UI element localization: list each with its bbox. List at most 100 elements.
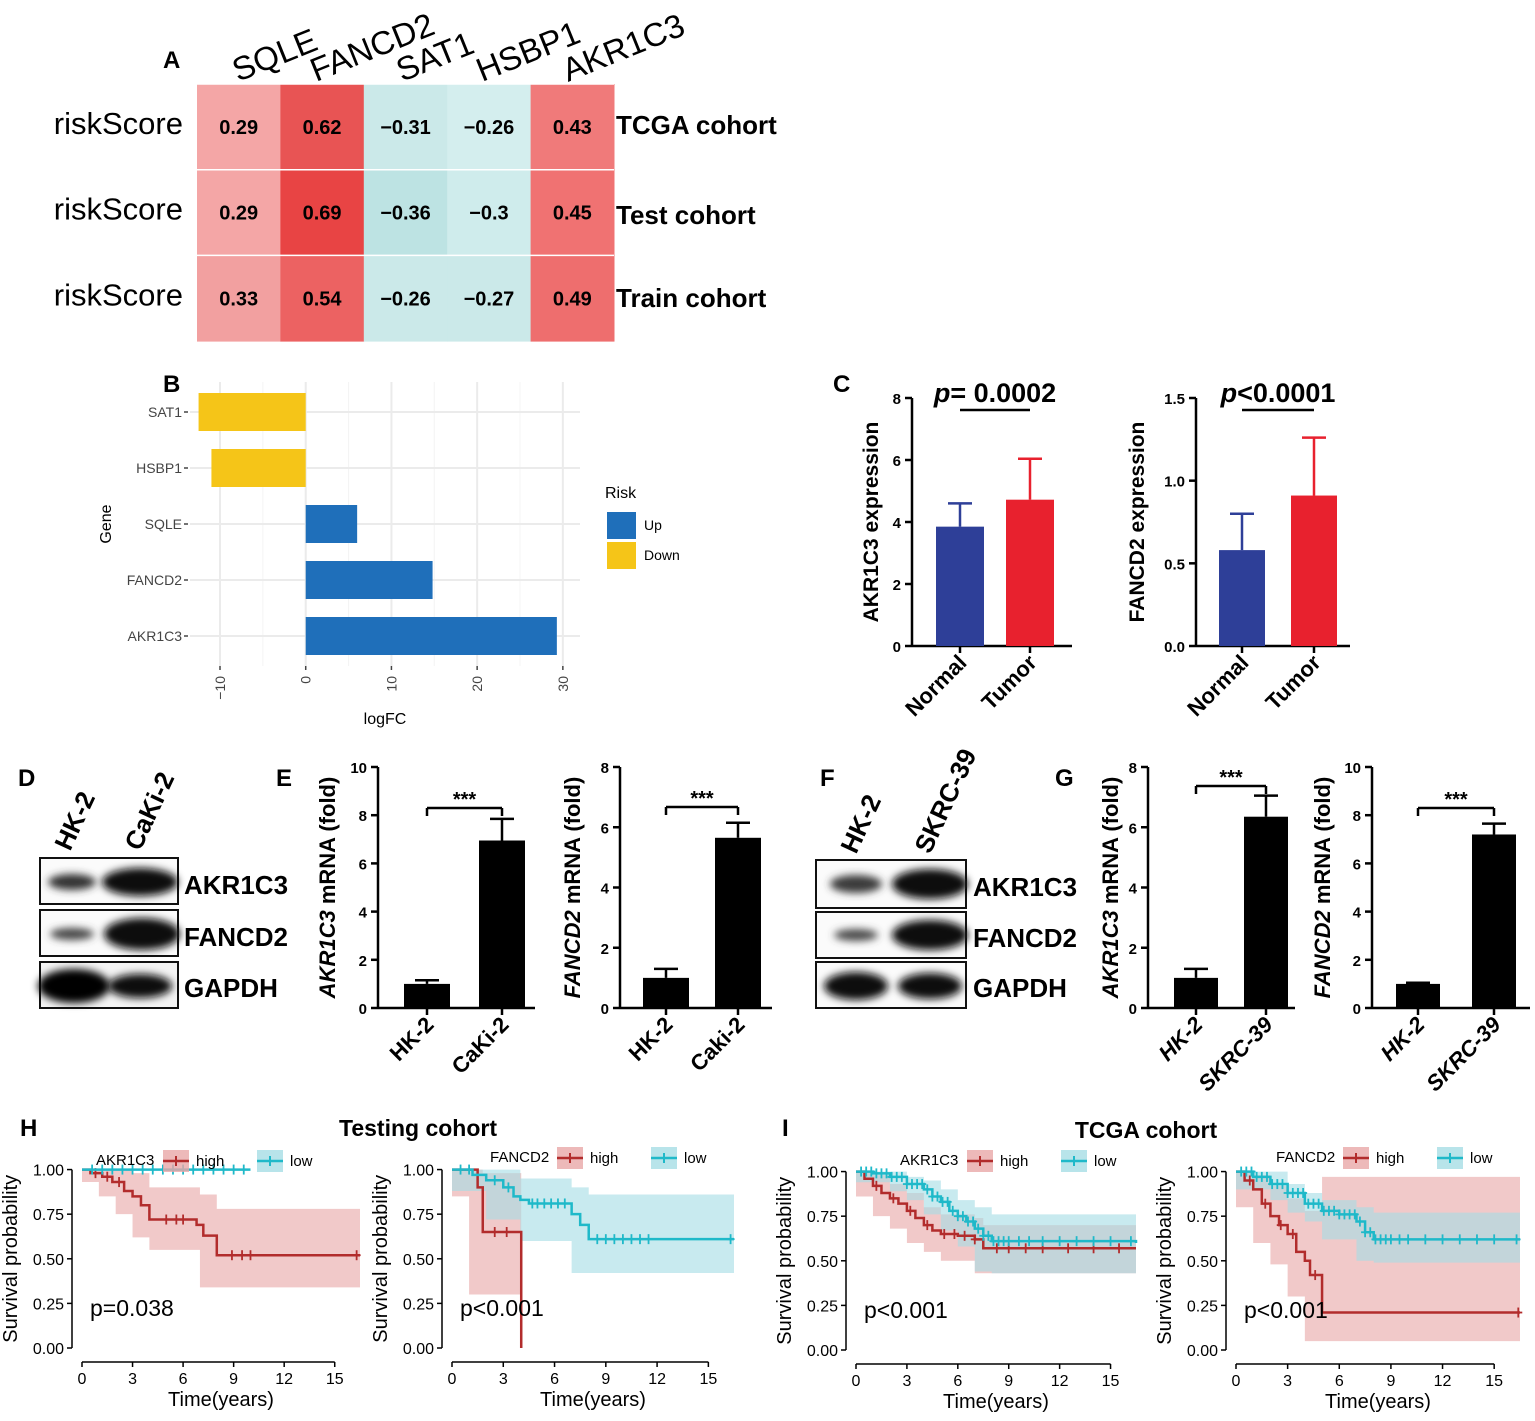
fancd2-mrna-caki2-chart: 0 2 4 6 8 HK-2 Caki-2 FANCD2 mRNA (fold) *** xyxy=(560,760,772,1076)
x-tick-label: 15 xyxy=(326,1371,344,1388)
x-tick-label: 12 xyxy=(1434,1373,1452,1390)
x-tick-label: 12 xyxy=(648,1371,666,1388)
y-tick-label: 0.25 xyxy=(807,1298,838,1315)
x-tick-label: 6 xyxy=(550,1371,559,1388)
heatmap-cell xyxy=(363,169,448,256)
legend-title: FANCD2 xyxy=(1276,1149,1335,1166)
legend-swatch xyxy=(607,512,636,539)
panel-label-c: C xyxy=(833,371,850,398)
y-tick-label: 0 xyxy=(893,639,901,656)
heatmap-cell xyxy=(530,169,615,256)
blot-row-gapdh: GAPDH xyxy=(815,961,1067,1009)
confidence-band xyxy=(82,1169,360,1288)
blot-band-label: AKR1C3 xyxy=(184,870,288,900)
bar xyxy=(211,449,306,487)
bar xyxy=(1006,499,1054,646)
western-blot-skrc39: HK-2 SKRC-39 AKR1C3 FANCD2 GAPDH xyxy=(815,744,1077,1009)
blot-row-fancd2: FANCD2 xyxy=(39,909,288,957)
significance-stars: *** xyxy=(1444,789,1468,811)
y-tick-label: 0.25 xyxy=(403,1296,434,1313)
blot-lane-labels: HK-2 SKRC-39 xyxy=(834,744,982,858)
x-tick-label: Normal xyxy=(1182,650,1253,721)
heatmap-value: 0.62 xyxy=(303,117,342,139)
panel-label-f: F xyxy=(820,765,835,792)
x-tick-label: HK-2 xyxy=(385,1012,439,1066)
y-tick-label: 1.5 xyxy=(1164,391,1185,408)
y-tick-label: 0.25 xyxy=(1187,1298,1218,1315)
y-axis-title: Gene xyxy=(98,504,115,543)
y-tick-label: 6 xyxy=(893,453,901,470)
legend-label: high xyxy=(196,1153,224,1170)
x-tick-label: Tumor xyxy=(1261,650,1326,715)
y-tick-label: 0.50 xyxy=(807,1254,838,1271)
x-tick-label: CaKi-2 xyxy=(447,1012,514,1079)
y-tick-label: 0.50 xyxy=(403,1252,434,1269)
y-tick-label: 8 xyxy=(359,808,367,825)
heatmap-value: −0.26 xyxy=(464,117,515,139)
blot-row-akr1c3: AKR1C3 xyxy=(39,857,288,905)
panel-label-d: D xyxy=(18,765,35,792)
x-tick-label: 9 xyxy=(601,1371,610,1388)
x-tick-label: 30 xyxy=(555,676,571,692)
legend-title: Risk xyxy=(605,485,637,502)
x-tick-label: Tumor xyxy=(977,650,1042,715)
p-value: p<0.001 xyxy=(460,1295,544,1321)
x-tick-label: HK-2 xyxy=(1376,1011,1431,1066)
y-tick-label: 0.00 xyxy=(403,1341,434,1358)
legend-title: AKR1C3 xyxy=(900,1152,958,1169)
panel-label-e: E xyxy=(276,765,292,792)
panel-label-g: G xyxy=(1055,765,1074,792)
y-tick-label: 0.75 xyxy=(403,1207,434,1224)
blot-row-fancd2: FANCD2 xyxy=(815,911,1077,959)
bar xyxy=(305,617,557,655)
bar xyxy=(1219,550,1265,646)
blot-lane-label: HK-2 xyxy=(48,787,101,855)
y-tick-label: SAT1 xyxy=(148,404,182,420)
x-tick-label: 0 xyxy=(298,676,314,684)
y-axis-title: Survival probability xyxy=(774,1177,796,1345)
y-tick-label: 0.25 xyxy=(33,1296,64,1313)
y-tick-label: 2 xyxy=(893,577,901,594)
heatmap-cell xyxy=(447,169,532,256)
y-tick-label: 6 xyxy=(1353,856,1361,873)
p-value: p=0.038 xyxy=(90,1295,174,1321)
western-blot-caki2: HK-2 CaKi-2 AKR1C3 FANCD2 GAPDH xyxy=(38,767,288,1009)
heatmap-value: 0.49 xyxy=(553,288,592,310)
y-tick-label: 4 xyxy=(893,515,902,532)
x-tick-label: 6 xyxy=(179,1371,188,1388)
y-tick-label: 4 xyxy=(359,905,368,922)
y-tick-label: 0.00 xyxy=(33,1341,64,1358)
x-tick-label: 0 xyxy=(852,1373,861,1390)
p-value: p<0.001 xyxy=(1244,1297,1328,1323)
heatmap-cell xyxy=(363,255,448,342)
heatmap-cell xyxy=(197,84,281,171)
y-tick-label: 6 xyxy=(1129,820,1137,837)
x-axis-title: Time(years) xyxy=(1325,1391,1431,1413)
x-tick-label: 3 xyxy=(902,1373,911,1390)
y-tick-label: 0.00 xyxy=(807,1343,838,1360)
y-tick-label: 4 xyxy=(1353,905,1362,922)
heatmap-cell xyxy=(197,169,281,256)
y-tick-label: 0.75 xyxy=(1187,1209,1218,1226)
km-tcga-akr1c3: 0.00 0.25 0.50 0.75 1.00 0 3 6 9 12 15 Time(years) S… xyxy=(774,1150,1138,1413)
x-tick-label: 3 xyxy=(1283,1373,1292,1390)
x-tick-label: 0 xyxy=(448,1371,457,1388)
y-axis-title: FANCD2 expression xyxy=(1126,422,1149,623)
x-tick-label: 15 xyxy=(1485,1373,1503,1390)
legend-label: Up xyxy=(644,517,662,533)
y-tick-label: 0 xyxy=(359,1001,367,1018)
y-tick-label: 6 xyxy=(359,856,367,873)
heatmap-cell xyxy=(363,84,448,171)
y-tick-label: AKR1C3 xyxy=(128,628,183,644)
y-tick-label: 8 xyxy=(601,760,609,777)
blot-lane-labels: HK-2 CaKi-2 xyxy=(48,767,180,854)
blot-band-label: FANCD2 xyxy=(184,922,288,952)
heatmap-cell xyxy=(280,84,365,171)
x-tick-label: 9 xyxy=(1004,1373,1013,1390)
y-tick-label: 0 xyxy=(1129,1001,1137,1018)
x-tick-label: 12 xyxy=(275,1371,293,1388)
x-tick-label: 15 xyxy=(699,1371,717,1388)
km-testing-akr1c3: 0.00 0.25 0.50 0.75 1.00 0 3 6 9 12 15 Time(years) S… xyxy=(0,1150,361,1411)
survival-curve xyxy=(452,1168,734,1241)
